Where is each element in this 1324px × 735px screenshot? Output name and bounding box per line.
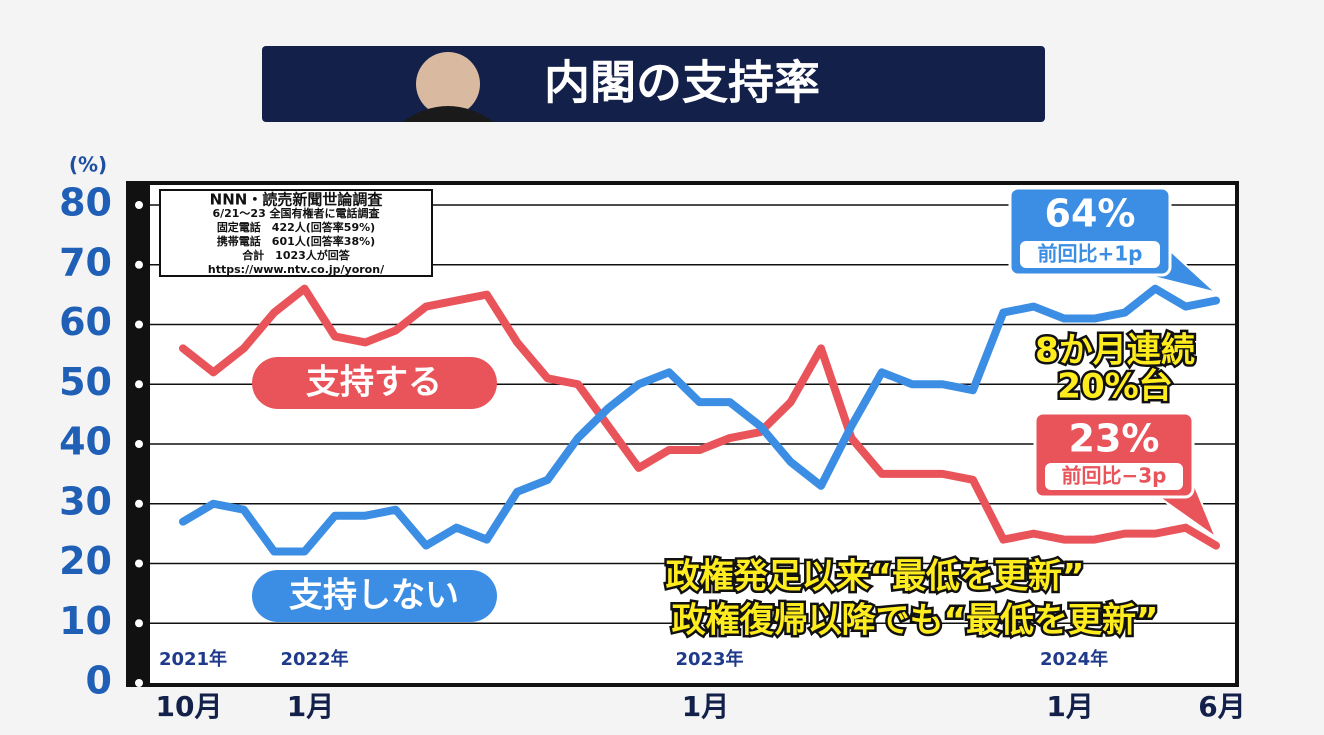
annotation: 20%台	[1057, 367, 1172, 407]
tick-dot	[135, 619, 143, 628]
source-line: 6/21〜23 全国有権者に電話調査	[212, 206, 379, 220]
tick-dot	[135, 499, 143, 508]
source-line: 携帯電話 601人(回答率38%)	[217, 234, 375, 248]
y-tick-label: 0	[86, 659, 112, 703]
y-tick-label: 80	[59, 181, 112, 225]
y-tick-label: 70	[59, 240, 112, 284]
series-pill	[252, 570, 497, 622]
y-tick-label: 30	[59, 479, 112, 523]
source-box	[159, 189, 433, 277]
portrait	[416, 52, 480, 116]
source-line: NNN・読売新聞世論調査	[210, 191, 384, 209]
year-label: 2022年	[280, 648, 348, 670]
series-pill	[252, 357, 497, 409]
axis-strip	[128, 183, 150, 685]
y-tick-label: 60	[59, 300, 112, 344]
y-tick-label: 50	[59, 360, 112, 404]
year-label: 2021年	[159, 648, 227, 670]
legend-label: 支持しない	[289, 576, 459, 616]
year-label: 2023年	[675, 648, 743, 670]
tick-dot	[135, 559, 143, 568]
annotation: 政権発足以来“最低を更新”	[666, 557, 1085, 597]
change-label: 前回比−3p	[1062, 464, 1167, 488]
series-line	[179, 284, 1220, 550]
y-tick-label: 20	[59, 539, 112, 583]
y-unit: (%)	[69, 153, 107, 177]
chart-title: 内閣の支持率	[544, 56, 820, 110]
year-label: 2024年	[1040, 648, 1108, 670]
y-tick-label: 10	[59, 599, 112, 643]
change-pill	[1020, 241, 1160, 268]
portrait-suit	[402, 106, 494, 122]
tick-dot	[135, 440, 143, 448]
change-pill	[1045, 463, 1183, 490]
tick-dot	[135, 380, 143, 389]
end-value-label: 64%	[1045, 192, 1136, 236]
x-tick-label: 1月	[1046, 690, 1093, 723]
x-tick-label: 1月	[682, 690, 729, 723]
source-line: https://www.ntv.co.jp/yoron/	[208, 263, 385, 276]
x-tick-label: 6月	[1198, 690, 1245, 723]
tick-dot	[135, 201, 143, 209]
y-tick-label: 40	[59, 420, 112, 464]
tick-dot	[135, 260, 143, 269]
x-tick-label: 1月	[287, 690, 334, 723]
annotation: 政権復帰以降でも“最低を更新”	[672, 601, 1159, 641]
x-tick-label: 10月	[156, 690, 223, 723]
end-value-label: 23%	[1069, 417, 1160, 461]
legend-label: 支持する	[306, 363, 442, 403]
source-line: 合計 1023人が回答	[242, 248, 351, 262]
tick-dot	[135, 320, 143, 329]
annotation: 8か月連続	[1035, 331, 1195, 371]
tick-dot	[135, 679, 143, 687]
series-line	[179, 284, 1220, 556]
change-label: 前回比+1p	[1038, 242, 1143, 266]
source-line: 固定電話 422人(回答率59%)	[217, 220, 375, 234]
